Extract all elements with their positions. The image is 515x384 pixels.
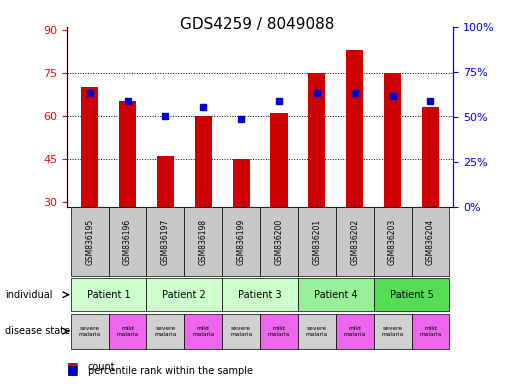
Bar — [374, 314, 411, 349]
Bar — [270, 113, 287, 207]
Bar — [384, 73, 401, 207]
Bar — [119, 101, 136, 207]
Text: GSM836201: GSM836201 — [313, 219, 321, 265]
Text: Patient 4: Patient 4 — [314, 290, 357, 300]
Text: mild
malaria: mild malaria — [344, 326, 366, 337]
Text: severe
malaria: severe malaria — [79, 326, 101, 337]
Text: GSM836199: GSM836199 — [236, 219, 246, 265]
Bar — [146, 207, 184, 276]
Text: disease state: disease state — [5, 326, 70, 336]
Bar — [71, 314, 109, 349]
Bar — [422, 107, 439, 207]
Bar — [222, 207, 260, 276]
Bar — [146, 278, 222, 311]
Text: GSM836195: GSM836195 — [85, 219, 94, 265]
Text: severe
malaria: severe malaria — [230, 326, 252, 337]
Bar — [411, 207, 450, 276]
Text: Patient 3: Patient 3 — [238, 290, 282, 300]
Text: GSM836196: GSM836196 — [123, 219, 132, 265]
Bar — [374, 207, 411, 276]
Bar — [109, 314, 146, 349]
Bar — [81, 87, 98, 207]
Bar — [336, 207, 374, 276]
Text: Patient 2: Patient 2 — [162, 290, 206, 300]
Text: GSM836198: GSM836198 — [199, 219, 208, 265]
Bar — [146, 314, 184, 349]
Text: GSM836200: GSM836200 — [274, 219, 284, 265]
Bar — [157, 156, 174, 207]
Text: ■: ■ — [67, 363, 79, 376]
Text: GSM836202: GSM836202 — [350, 219, 359, 265]
Bar — [71, 207, 109, 276]
Bar — [336, 314, 374, 349]
Bar — [374, 278, 450, 311]
Text: mild
malaria: mild malaria — [419, 326, 441, 337]
Bar — [411, 314, 450, 349]
Text: severe
malaria: severe malaria — [306, 326, 328, 337]
Bar — [222, 314, 260, 349]
Text: mild
malaria: mild malaria — [116, 326, 139, 337]
Text: Patient 5: Patient 5 — [390, 290, 434, 300]
Text: severe
malaria: severe malaria — [382, 326, 404, 337]
Text: GSM836203: GSM836203 — [388, 219, 397, 265]
Bar — [195, 116, 212, 207]
Bar — [260, 207, 298, 276]
Text: mild
malaria: mild malaria — [192, 326, 214, 337]
Text: ■: ■ — [67, 360, 79, 373]
Text: count: count — [88, 362, 115, 372]
Bar — [260, 314, 298, 349]
Text: Patient 1: Patient 1 — [87, 290, 130, 300]
Bar — [308, 73, 325, 207]
Bar — [222, 278, 298, 311]
Bar — [298, 207, 336, 276]
Text: mild
malaria: mild malaria — [268, 326, 290, 337]
Bar — [184, 314, 222, 349]
Bar — [184, 207, 222, 276]
Text: percentile rank within the sample: percentile rank within the sample — [88, 366, 252, 376]
Bar — [298, 314, 336, 349]
Text: GSM836204: GSM836204 — [426, 219, 435, 265]
Text: severe
malaria: severe malaria — [154, 326, 177, 337]
Text: GSM836197: GSM836197 — [161, 219, 170, 265]
Text: GDS4259 / 8049088: GDS4259 / 8049088 — [180, 17, 335, 32]
Bar — [71, 278, 146, 311]
Bar — [233, 159, 250, 207]
Bar — [346, 50, 363, 207]
Bar — [298, 278, 374, 311]
Bar — [109, 207, 146, 276]
Text: individual: individual — [5, 290, 53, 300]
